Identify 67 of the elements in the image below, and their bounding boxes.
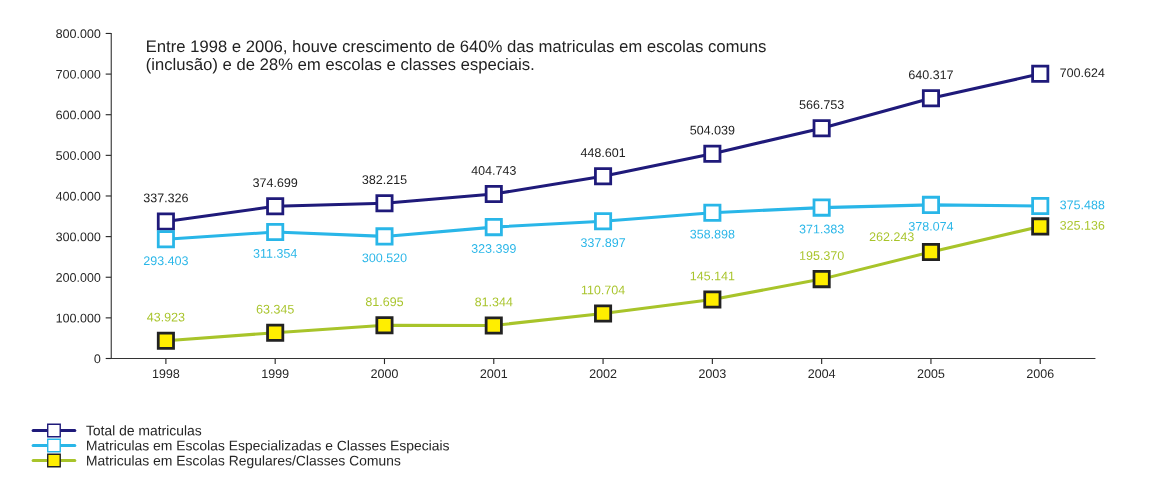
- x-tick-label: 2006: [1026, 369, 1054, 379]
- point: [375, 227, 394, 246]
- legend-label: Total de matriculas: [86, 425, 202, 436]
- point: [703, 203, 722, 222]
- data-label: 378.074: [908, 221, 954, 231]
- data-label: 110.704: [581, 285, 625, 295]
- y-tick-label: 300.000: [56, 232, 101, 242]
- data-label: 262.243: [869, 232, 914, 242]
- point: [812, 119, 831, 138]
- data-label: 293.403: [143, 256, 188, 266]
- data-label: 404.743: [471, 166, 516, 175]
- data-label: 300.520: [362, 253, 407, 263]
- y-tick-label: 0: [94, 354, 101, 364]
- point: [812, 198, 831, 217]
- data-label: 375.488: [1060, 200, 1105, 210]
- data-label: 448.601: [580, 148, 626, 158]
- legend-label: Matriculas em Escolas Especializadas e Classes Especiais: [87, 440, 449, 454]
- data-label: 63.345: [256, 304, 294, 314]
- point: [156, 230, 175, 249]
- data-label: 311.354: [253, 248, 297, 258]
- point: [703, 144, 722, 163]
- data-label: 358.898: [690, 229, 735, 239]
- point: [375, 194, 394, 213]
- y-tick-label: 100.000: [56, 313, 101, 323]
- x-tick-label: 2003: [699, 369, 726, 379]
- point: [594, 167, 613, 186]
- data-label: 371.383: [799, 224, 844, 234]
- data-label: 81.344: [475, 297, 513, 307]
- data-label: 323.399: [471, 244, 516, 253]
- y-tick-label: 400.000: [55, 191, 101, 201]
- data-label: 337.326: [143, 193, 188, 203]
- data-label: 382.215: [362, 175, 407, 185]
- y-tick-label: 700.000: [56, 69, 101, 79]
- data-label: 145.141: [690, 271, 735, 281]
- x-tick-label: 2004: [808, 369, 836, 379]
- x-tick-label: 2001: [480, 369, 508, 379]
- x-tick-label: 2002: [589, 369, 617, 379]
- y-tick-label: 600.000: [56, 110, 101, 120]
- legend-label: Matriculas em Escolas Regulares/Classes Comuns: [87, 455, 401, 469]
- x-tick-label: 2005: [917, 369, 945, 379]
- point: [266, 222, 285, 242]
- y-tick-label: 500.000: [56, 151, 101, 160]
- data-label: 640.317: [908, 70, 953, 80]
- point: [266, 197, 285, 216]
- data-label: 43.923: [147, 312, 185, 322]
- point: [594, 212, 613, 231]
- point: [1031, 64, 1050, 83]
- point: [484, 185, 503, 204]
- x-tick-label: 1999: [262, 369, 289, 379]
- point: [921, 195, 940, 214]
- y-tick-label: 200.000: [56, 273, 101, 282]
- point: [156, 212, 175, 231]
- x-tick-label: 2000: [371, 369, 398, 379]
- point: [1031, 196, 1050, 215]
- data-label: 566.753: [799, 100, 844, 110]
- data-label: 504.039: [690, 125, 735, 135]
- point: [484, 218, 503, 237]
- data-label: 325.136: [1060, 220, 1105, 230]
- data-label: 195.370: [800, 251, 844, 260]
- annotation: Entre 1998 e 2006, houve crescimento de 640% das matriculas em escolas comuns (inclusão) e de 28% em escolas e classes especiais.: [146, 39, 766, 74]
- data-label: 81.695: [365, 297, 404, 307]
- data-label: 337.897: [580, 238, 626, 248]
- point: [921, 89, 940, 108]
- x-tick-label: 1998: [152, 369, 180, 379]
- y-tick-label: 800.000: [56, 29, 101, 39]
- data-label: 700.624: [1060, 68, 1105, 78]
- data-label: 374.699: [253, 178, 298, 188]
